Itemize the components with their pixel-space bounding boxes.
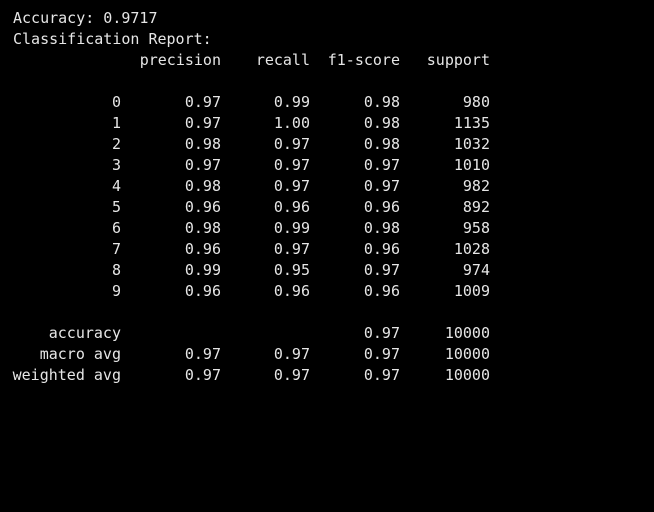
row-f1-score: 0.97 xyxy=(363,156,400,174)
row-f1-score: 0.97 xyxy=(363,261,400,279)
blank-line xyxy=(13,71,654,92)
table-row: 9 0.96 0.96 0.96 1009 xyxy=(13,281,654,302)
table-row: 8 0.99 0.95 0.97 974 xyxy=(13,260,654,281)
row-precision: 0.97 xyxy=(184,114,221,132)
row-f1-score: 0.98 xyxy=(363,93,400,111)
table-row: 0 0.97 0.99 0.98 980 xyxy=(13,92,654,113)
header-f1-score: f1-score xyxy=(327,51,400,69)
row-recall: 0.97 xyxy=(273,156,310,174)
row-precision: 0.99 xyxy=(184,261,221,279)
row-label: 5 xyxy=(111,198,121,216)
row-f1-score: 0.96 xyxy=(363,282,400,300)
table-row: 4 0.98 0.97 0.97 982 xyxy=(13,176,654,197)
summary-recall: 0.97 xyxy=(273,366,310,384)
table-row: 2 0.98 0.97 0.98 1032 xyxy=(13,134,654,155)
row-support: 1009 xyxy=(453,282,490,300)
summary-support: 10000 xyxy=(444,345,490,363)
row-f1-score: 0.96 xyxy=(363,240,400,258)
row-recall: 0.97 xyxy=(273,135,310,153)
table-row: 5 0.96 0.96 0.96 892 xyxy=(13,197,654,218)
summary-row-accuracy: accuracy 0.97 10000 xyxy=(13,323,654,344)
row-support: 1010 xyxy=(453,156,490,174)
summary-f1-score: 0.97 xyxy=(363,345,400,363)
row-label: 9 xyxy=(111,282,121,300)
table-row: 7 0.96 0.97 0.96 1028 xyxy=(13,239,654,260)
summary-f1-score: 0.97 xyxy=(363,324,400,342)
table-row: 1 0.97 1.00 0.98 1135 xyxy=(13,113,654,134)
header-recall: recall xyxy=(255,51,310,69)
row-label: 2 xyxy=(111,135,121,153)
summary-label: macro avg xyxy=(39,345,121,363)
row-label: 4 xyxy=(111,177,121,195)
row-support: 980 xyxy=(462,93,490,111)
row-label: 8 xyxy=(111,261,121,279)
row-recall: 1.00 xyxy=(273,114,310,132)
row-precision: 0.98 xyxy=(184,219,221,237)
row-recall: 0.99 xyxy=(273,93,310,111)
table-row: 6 0.98 0.99 0.98 958 xyxy=(13,218,654,239)
row-f1-score: 0.98 xyxy=(363,114,400,132)
header-precision: precision xyxy=(139,51,221,69)
summary-recall: 0.97 xyxy=(273,345,310,363)
report-title: Classification Report: xyxy=(13,30,212,48)
summary-support: 10000 xyxy=(444,366,490,384)
row-f1-score: 0.98 xyxy=(363,219,400,237)
row-label: 1 xyxy=(111,114,121,132)
summary-label: weighted avg xyxy=(12,366,121,384)
summary-rows: accuracy 0.97 10000 macro avg 0.97 0.97 … xyxy=(13,323,654,386)
header-support: support xyxy=(426,51,490,69)
row-precision: 0.98 xyxy=(184,177,221,195)
row-support: 958 xyxy=(462,219,490,237)
row-label: 3 xyxy=(111,156,121,174)
row-f1-score: 0.97 xyxy=(363,177,400,195)
row-support: 1028 xyxy=(453,240,490,258)
summary-support: 10000 xyxy=(444,324,490,342)
row-recall: 0.99 xyxy=(273,219,310,237)
summary-row-weighted-avg: weighted avg 0.97 0.97 0.97 10000 xyxy=(13,365,654,386)
row-recall: 0.97 xyxy=(273,240,310,258)
accuracy-line: Accuracy: 0.9717 xyxy=(13,9,158,27)
row-recall: 0.96 xyxy=(273,282,310,300)
row-f1-score: 0.96 xyxy=(363,198,400,216)
row-precision: 0.96 xyxy=(184,282,221,300)
row-label: 0 xyxy=(111,93,121,111)
row-label: 7 xyxy=(111,240,121,258)
row-support: 982 xyxy=(462,177,490,195)
row-precision: 0.96 xyxy=(184,240,221,258)
row-support: 1135 xyxy=(453,114,490,132)
row-support: 974 xyxy=(462,261,490,279)
row-recall: 0.97 xyxy=(273,177,310,195)
table-row: 3 0.97 0.97 0.97 1010 xyxy=(13,155,654,176)
terminal-output: Accuracy: 0.9717 Classification Report: … xyxy=(12,9,654,386)
row-f1-score: 0.98 xyxy=(363,135,400,153)
row-recall: 0.96 xyxy=(273,198,310,216)
report-header-row: precision recall f1-score support xyxy=(13,50,654,71)
summary-f1-score: 0.97 xyxy=(363,366,400,384)
row-recall: 0.95 xyxy=(273,261,310,279)
row-precision: 0.98 xyxy=(184,135,221,153)
row-label: 6 xyxy=(111,219,121,237)
row-precision: 0.97 xyxy=(184,156,221,174)
summary-precision: 0.97 xyxy=(184,366,221,384)
row-support: 892 xyxy=(462,198,490,216)
blank-line xyxy=(13,302,654,323)
row-precision: 0.96 xyxy=(184,198,221,216)
row-support: 1032 xyxy=(453,135,490,153)
summary-label: accuracy xyxy=(48,324,121,342)
class-rows: 0 0.97 0.99 0.98 980 1 0.97 1.00 0.98 11… xyxy=(13,92,654,302)
summary-row-macro-avg: macro avg 0.97 0.97 0.97 10000 xyxy=(13,344,654,365)
summary-precision: 0.97 xyxy=(184,345,221,363)
row-precision: 0.97 xyxy=(184,93,221,111)
